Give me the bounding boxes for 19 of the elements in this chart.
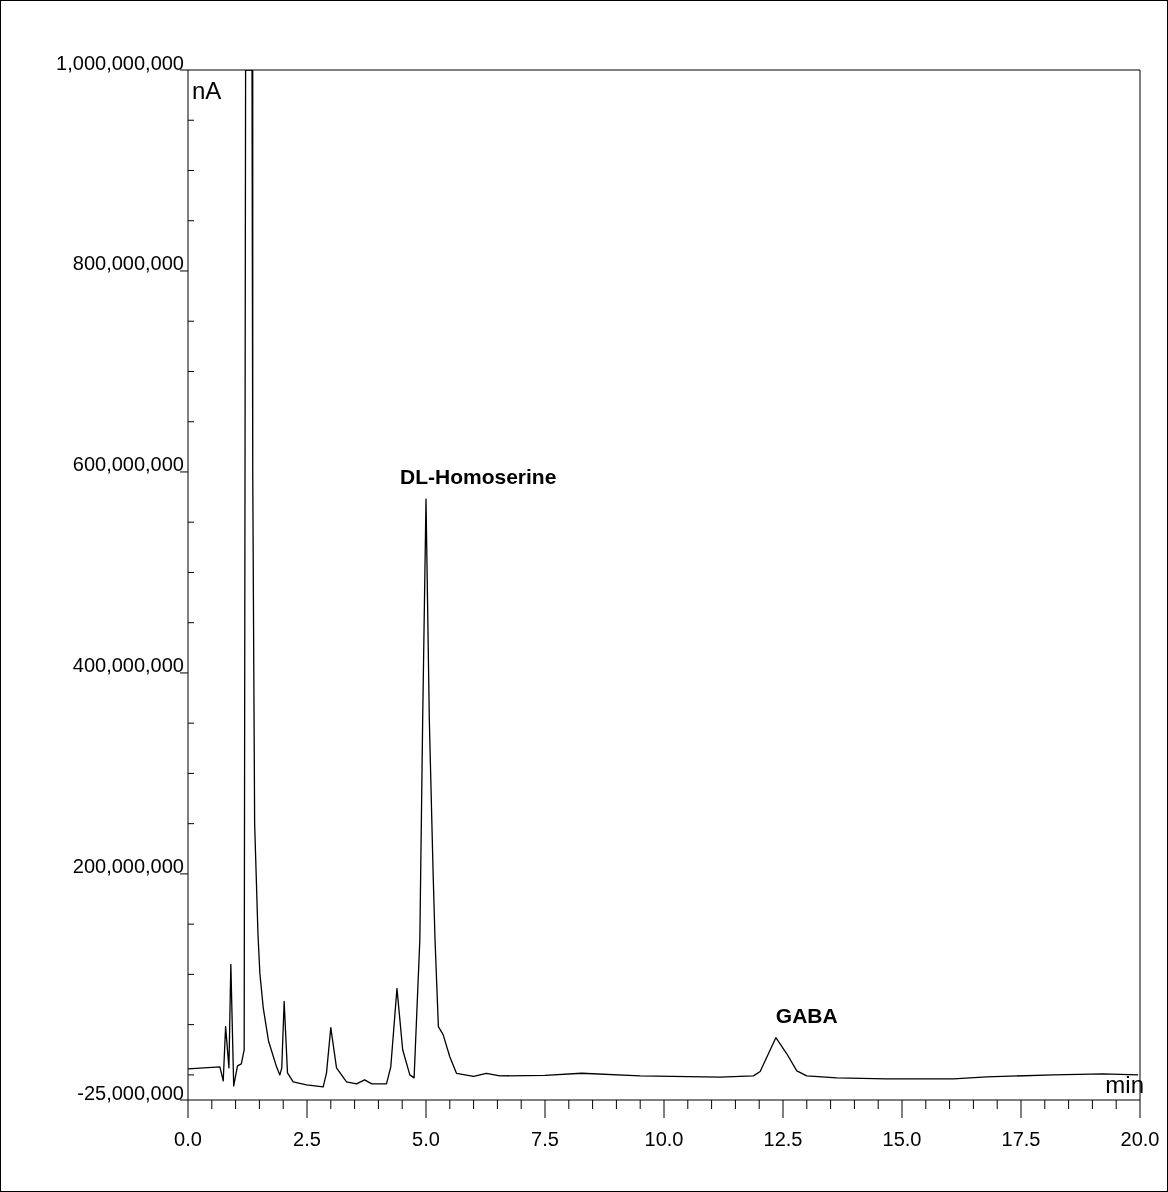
x-axis-title: min (1105, 1070, 1144, 1098)
y-axis-title: nA (192, 76, 222, 104)
x-tick-label: 10.0 (644, 1127, 684, 1150)
y-tick-label: 600,000,000 (72, 453, 184, 476)
x-tick-label: 2.5 (293, 1127, 321, 1150)
y-tick-label: 1,000,000,000 (56, 51, 184, 74)
x-tick-label: 5.0 (412, 1127, 440, 1150)
y-tick-label: 200,000,000 (72, 855, 184, 878)
annotation: GABA (775, 1003, 838, 1027)
x-tick-label: 0.0 (174, 1127, 202, 1150)
x-tick-label: 17.5 (1001, 1127, 1041, 1150)
y-tick-label: 400,000,000 (72, 654, 184, 677)
x-tick-label: 7.5 (531, 1127, 559, 1150)
annotation: DL-Homoserine (400, 465, 557, 489)
x-tick-label: 15.0 (882, 1127, 922, 1150)
x-tick-label: 12.5 (763, 1127, 803, 1150)
x-tick-label: 20.0 (1120, 1127, 1160, 1150)
y-tick-label: -25,000,000 (77, 1081, 184, 1104)
y-tick-label: 800,000,000 (72, 252, 184, 275)
